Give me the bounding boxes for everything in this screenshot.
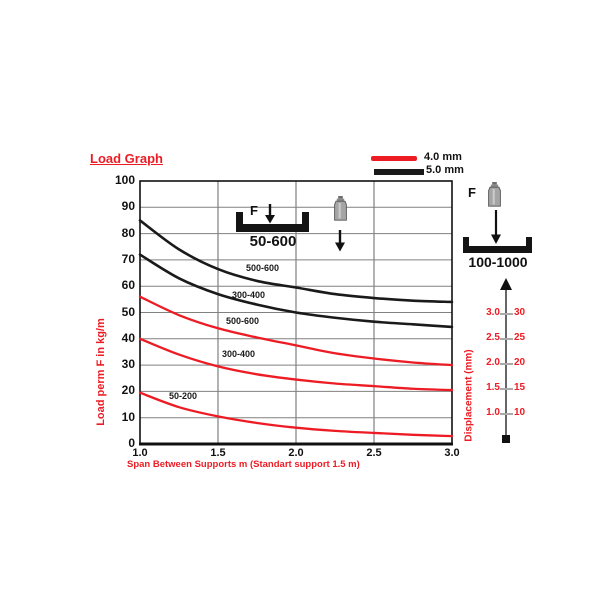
displacement-mm-label: 2.0 — [486, 357, 500, 368]
displacement-axis-title: Displacement (mm) — [463, 349, 475, 442]
displacement-tick — [500, 388, 513, 390]
y-tick-label: 90 — [121, 199, 135, 214]
y-tick-label: 0 — [128, 436, 135, 450]
curve-300-400-5.0mm — [138, 253, 454, 329]
down-arrow-icon — [335, 230, 345, 252]
y-tick-label: 40 — [121, 330, 135, 345]
displacement-value-label: 25 — [514, 332, 526, 343]
legend-line-4mm — [371, 156, 417, 161]
curve-label-red-500-600: 500-600 — [226, 316, 260, 326]
weight-icon — [334, 196, 347, 221]
down-arrow-icon — [491, 210, 501, 244]
displacement-value-label: 20 — [514, 357, 526, 368]
displacement-scale: 3.0 30 2.5 25 2.0 20 1.5 15 1.0 10 — [455, 278, 535, 453]
y-tick-label: 20 — [121, 383, 135, 398]
displacement-tick — [500, 363, 513, 365]
curve-label-black-500-600: 500-600 — [246, 263, 280, 273]
channel-profile-icon — [463, 237, 532, 253]
x-tick-label: 1.0 — [132, 447, 148, 459]
displacement-tick — [500, 338, 513, 340]
displacement-mm-label: 1.5 — [486, 382, 500, 393]
chart-title: Load Graph — [90, 151, 163, 166]
weight-icon — [488, 182, 501, 207]
curve-label-red-50-200: 50-200 — [169, 391, 198, 401]
legend-label-5mm: 5.0 mm — [426, 164, 464, 176]
curve-500-600-4.0mm — [138, 295, 454, 367]
y-tick-label: 30 — [121, 357, 135, 372]
legend-line-5mm — [374, 169, 424, 175]
x-tick-label: 3.0 — [444, 447, 460, 459]
displacement-mm-label: 3.0 — [486, 307, 500, 318]
profile-range-label-inchart: 50-600 — [249, 233, 297, 250]
displacement-value-label: 30 — [514, 307, 526, 318]
y-tick-label: 80 — [121, 225, 135, 240]
down-arrow-icon — [265, 204, 275, 224]
force-label-inchart: F — [250, 203, 258, 218]
displacement-tick — [500, 313, 513, 315]
profile-range-label-right: 100-1000 — [468, 254, 528, 270]
plot-area — [138, 180, 454, 446]
displacement-value-label: 15 — [514, 382, 526, 393]
x-tick-label: 2.5 — [366, 447, 382, 459]
axis-end-square — [502, 435, 510, 443]
y-tick-label: 70 — [121, 251, 135, 266]
x-axis-title: Span Between Supports m (Standart suppor… — [127, 459, 360, 470]
channel-profile-icon — [236, 212, 309, 232]
y-tick-label: 60 — [121, 278, 135, 293]
y-tick-label: 50 — [121, 304, 135, 319]
displacement-value-label: 10 — [514, 407, 526, 418]
curve-label-red-300-400: 300-400 — [222, 349, 256, 359]
x-tick-label: 2.0 — [288, 447, 304, 459]
displacement-mm-label: 1.0 — [486, 407, 500, 418]
x-tick-label: 1.5 — [210, 447, 226, 459]
curve-label-black-300-400: 300-400 — [232, 290, 266, 300]
curve-50-200-4.0mm — [138, 391, 454, 438]
curve-300-400-4.0mm — [138, 337, 454, 392]
force-label-right: F — [468, 185, 476, 200]
legend-label-4mm: 4.0 mm — [424, 151, 462, 163]
curve-500-600-5.0mm — [138, 219, 454, 304]
up-arrow-icon — [500, 278, 512, 290]
y-tick-label: 10 — [121, 409, 135, 424]
y-tick-label: 100 — [114, 173, 135, 187]
displacement-mm-label: 2.5 — [486, 332, 500, 343]
displacement-tick — [500, 413, 513, 415]
